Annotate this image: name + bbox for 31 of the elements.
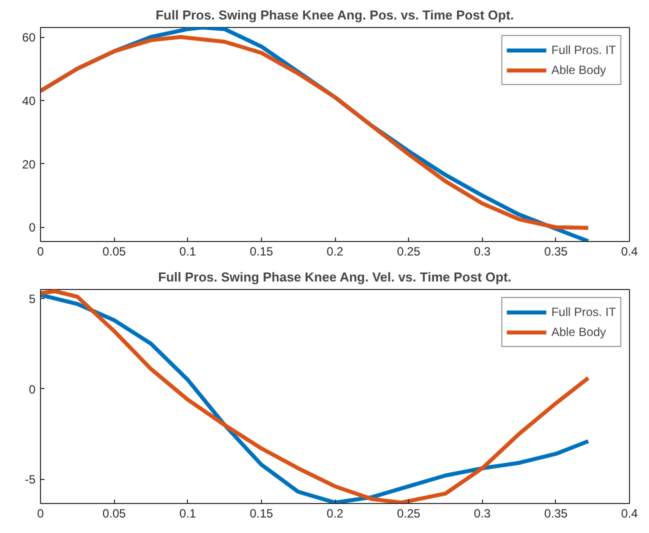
x-tick-label: 0.05 [102,506,126,520]
x-tick-label: 0.3 [474,506,491,520]
x-tick-label: 0.15 [250,244,274,258]
legend-label: Able Body [551,325,606,339]
x-tick-label: 0.2 [326,506,344,520]
x-tick-label: 0.1 [179,506,196,520]
legend-label: Full Pros. IT [551,305,616,319]
x-tick-label: 0.25 [396,244,421,258]
legend-label: Able Body [551,63,606,77]
x-tick-label: 0.35 [544,506,568,520]
y-tick-label: 5 [28,292,36,306]
chart-title: Full Pros. Swing Phase Knee Ang. Pos. vs. Time Post Opt. [156,8,514,22]
y-tick-label: 60 [22,30,36,45]
x-tick-label: 0.05 [102,244,126,258]
x-tick-label: 0.25 [396,506,421,520]
legend-label: Full Pros. IT [551,43,616,57]
y-tick-label: 0 [28,382,36,396]
chart-title: Full Pros. Swing Phase Knee Ang. Vel. vs. Time Post Opt. [158,270,512,284]
x-tick-label: 0 [37,506,44,520]
x-tick-label: 0.35 [544,244,568,258]
x-tick-label: 0.2 [326,244,344,258]
x-tick-label: 0.1 [179,244,196,258]
y-tick-label: 40 [22,94,36,108]
x-tick-label: 0.15 [250,506,274,520]
x-tick-label: 0 [37,244,44,258]
y-tick-label: 20 [22,157,36,172]
y-tick-label: -5 [24,472,36,487]
x-tick-label: 0.4 [621,506,638,520]
y-tick-label: 0 [28,220,36,235]
x-tick-label: 0.4 [621,244,638,258]
x-tick-label: 0.3 [474,244,491,258]
